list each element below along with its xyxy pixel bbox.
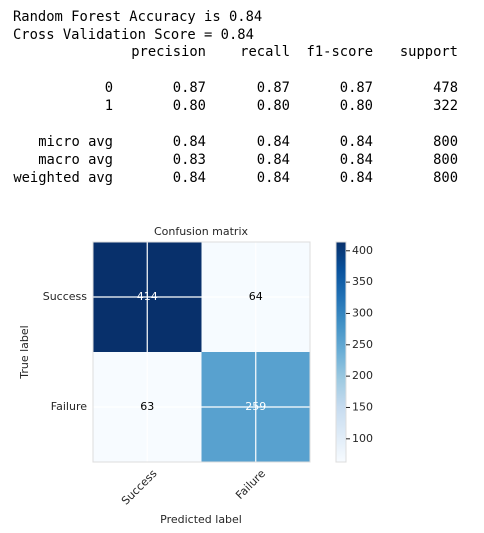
report-header: precision	[131, 44, 206, 60]
colorbar-tick-label: 250	[352, 338, 373, 351]
report-cell: 0.84	[340, 170, 373, 186]
x-tick-label: Success	[119, 467, 160, 508]
colorbar-tick-label: 350	[352, 275, 373, 288]
report-cell: 0.83	[173, 152, 206, 168]
cell-label: 259	[245, 400, 266, 413]
y-tick-label: Success	[43, 290, 88, 303]
report-cell: 0.84	[340, 134, 373, 150]
report-cell: 322	[433, 98, 458, 114]
report-cell: 0.84	[257, 152, 290, 168]
y-tick-label: Failure	[51, 400, 87, 413]
report-row-label: 1	[105, 98, 113, 114]
colorbar-tick-label: 400	[352, 244, 373, 257]
report-row-label: micro avg	[38, 134, 113, 150]
report-row-label: 0	[105, 80, 113, 96]
cell-label: 414	[137, 290, 158, 303]
report-row-label: macro avg	[38, 152, 113, 168]
report-line: Cross Validation Score = 0.84	[13, 27, 254, 43]
report-cell: 0.84	[173, 134, 206, 150]
colorbar-tick-label: 100	[352, 432, 373, 445]
report-header: support	[400, 44, 458, 60]
colorbar-tick-label: 300	[352, 306, 373, 319]
cell-label: 64	[249, 290, 263, 303]
x-tick-label: Failure	[233, 467, 268, 502]
report-cell: 800	[433, 152, 458, 168]
report-cell: 0.80	[340, 98, 373, 114]
report-cell: 0.84	[173, 170, 206, 186]
colorbar	[335, 241, 347, 463]
y-axis-label: True label	[18, 325, 31, 379]
cell-label: 63	[140, 400, 154, 413]
report-cell: 800	[433, 134, 458, 150]
report-header: f1-score	[307, 44, 373, 60]
report-cell: 0.87	[257, 80, 290, 96]
report-cell: 0.84	[257, 170, 290, 186]
report-cell: 0.87	[340, 80, 373, 96]
report-cell: 0.80	[173, 98, 206, 114]
report-line: Random Forest Accuracy is 0.84	[13, 9, 262, 25]
colorbar-tick-label: 150	[352, 400, 373, 413]
report-row-label: weighted avg	[13, 170, 113, 186]
report-cell: 0.87	[173, 80, 206, 96]
report-cell: 0.84	[257, 134, 290, 150]
report-header: recall	[240, 44, 290, 60]
chart-title: Confusion matrix	[154, 225, 249, 238]
report-cell: 0.84	[340, 152, 373, 168]
colorbar-tick-label: 200	[352, 369, 373, 382]
x-axis-label: Predicted label	[160, 513, 242, 526]
report-cell: 800	[433, 170, 458, 186]
plot-frame	[92, 241, 311, 463]
report-cell: 0.80	[257, 98, 290, 114]
report-cell: 478	[433, 80, 458, 96]
